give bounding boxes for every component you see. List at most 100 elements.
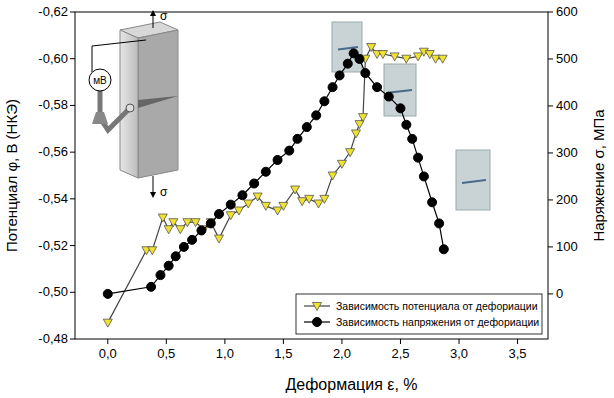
photo xyxy=(332,22,362,72)
legend: Зависимость потенциала от дефориации Зави… xyxy=(296,294,542,334)
x-tick xyxy=(283,339,284,344)
data-point xyxy=(419,172,428,181)
plot-frame xyxy=(75,12,548,339)
legend-marker xyxy=(313,318,322,327)
data-point xyxy=(183,219,192,227)
y-tick-label: -0,62 xyxy=(38,4,68,19)
legend-label: Зависимость напряжения от дефориации xyxy=(336,316,539,328)
data-layer xyxy=(103,44,448,328)
y2-tick xyxy=(548,152,553,153)
data-point xyxy=(197,226,206,235)
wire xyxy=(92,40,146,72)
y-tick xyxy=(70,58,75,59)
data-point xyxy=(305,195,314,203)
data-point xyxy=(156,271,165,280)
y2-tick-label: 300 xyxy=(556,145,578,160)
probe-tip xyxy=(126,104,134,112)
y-tick xyxy=(70,152,75,153)
y-tick xyxy=(70,12,75,13)
data-point xyxy=(148,247,157,255)
data-point xyxy=(234,207,243,215)
data-point xyxy=(253,193,262,201)
data-point xyxy=(320,195,329,203)
x-tick xyxy=(400,339,401,344)
probe-body xyxy=(92,112,108,124)
data-point xyxy=(355,121,364,129)
x-tick xyxy=(341,339,342,344)
data-point xyxy=(314,200,323,208)
y2-axis-title: Наряжение σ, МПа xyxy=(590,109,607,242)
y-tick xyxy=(70,292,75,293)
data-point xyxy=(285,146,294,155)
y-tick-label: -0,54 xyxy=(38,191,68,206)
x-tick-label: 1,5 xyxy=(274,346,292,361)
y-tick-label: -0,56 xyxy=(38,144,68,159)
data-point xyxy=(335,71,344,80)
data-point xyxy=(244,200,253,208)
data-point xyxy=(428,198,437,207)
series-line xyxy=(108,47,443,323)
y-tick xyxy=(70,198,75,199)
data-point xyxy=(176,226,185,234)
annotation: мВ xyxy=(93,75,107,86)
data-point xyxy=(164,226,173,234)
data-point xyxy=(438,55,447,63)
chart: мВσσ0,00,51,01,52,02,53,03,5-0,48-0,50-0… xyxy=(0,0,614,398)
x-tick xyxy=(224,339,225,344)
x-tick-label: 1,0 xyxy=(216,346,234,361)
arrow-head xyxy=(150,192,156,198)
data-point xyxy=(171,252,180,261)
data-point xyxy=(355,54,364,63)
x-tick xyxy=(107,339,108,344)
y-axis-title: Потенциал φ, В (НКЭ) xyxy=(3,99,20,252)
data-point xyxy=(346,149,355,157)
y2-tick xyxy=(548,12,553,13)
data-point xyxy=(291,186,300,194)
data-point xyxy=(103,289,112,298)
y2-tick xyxy=(548,105,553,106)
data-point xyxy=(312,111,321,120)
data-point xyxy=(273,207,282,215)
data-point xyxy=(378,51,387,59)
series-line xyxy=(108,53,444,294)
data-point xyxy=(273,155,282,164)
annotation: σ xyxy=(160,9,168,23)
data-point xyxy=(293,134,302,143)
data-point xyxy=(215,210,224,219)
data-point xyxy=(402,55,411,63)
schematic: мВ σ σ xyxy=(89,9,178,199)
x-tick xyxy=(459,339,460,344)
data-point xyxy=(439,245,448,254)
data-point xyxy=(320,97,329,106)
y-tick xyxy=(70,245,75,246)
photo-crack xyxy=(462,180,486,183)
x-tick-label: 2,5 xyxy=(391,346,409,361)
data-point xyxy=(158,214,167,222)
y2-tick-label: 200 xyxy=(556,192,578,207)
y-tick-label: -0,50 xyxy=(38,284,68,299)
data-point xyxy=(396,104,405,113)
data-point xyxy=(402,120,411,129)
data-point xyxy=(238,191,247,200)
data-point xyxy=(261,202,270,210)
y-tick-label: -0,48 xyxy=(38,331,68,346)
legend-box xyxy=(296,294,542,334)
x-tick-label: 2,0 xyxy=(333,346,351,361)
data-point xyxy=(179,242,188,251)
arrow-head xyxy=(150,10,156,16)
x-tick xyxy=(166,339,167,344)
x-tick-label: 0,5 xyxy=(157,346,175,361)
x-tick xyxy=(517,339,518,344)
data-point xyxy=(435,219,444,228)
y2-tick xyxy=(548,199,553,200)
data-point xyxy=(147,282,156,291)
y2-tick-label: 500 xyxy=(556,51,578,66)
data-point xyxy=(361,69,370,78)
legend-label: Зависимость потенциала от дефориации xyxy=(336,300,538,312)
annotation: σ xyxy=(160,185,168,199)
data-point xyxy=(103,319,112,327)
data-point xyxy=(373,83,382,92)
x-tick-label: 0,0 xyxy=(99,346,117,361)
y-tick xyxy=(70,339,75,340)
y2-tick-label: 600 xyxy=(556,4,578,19)
